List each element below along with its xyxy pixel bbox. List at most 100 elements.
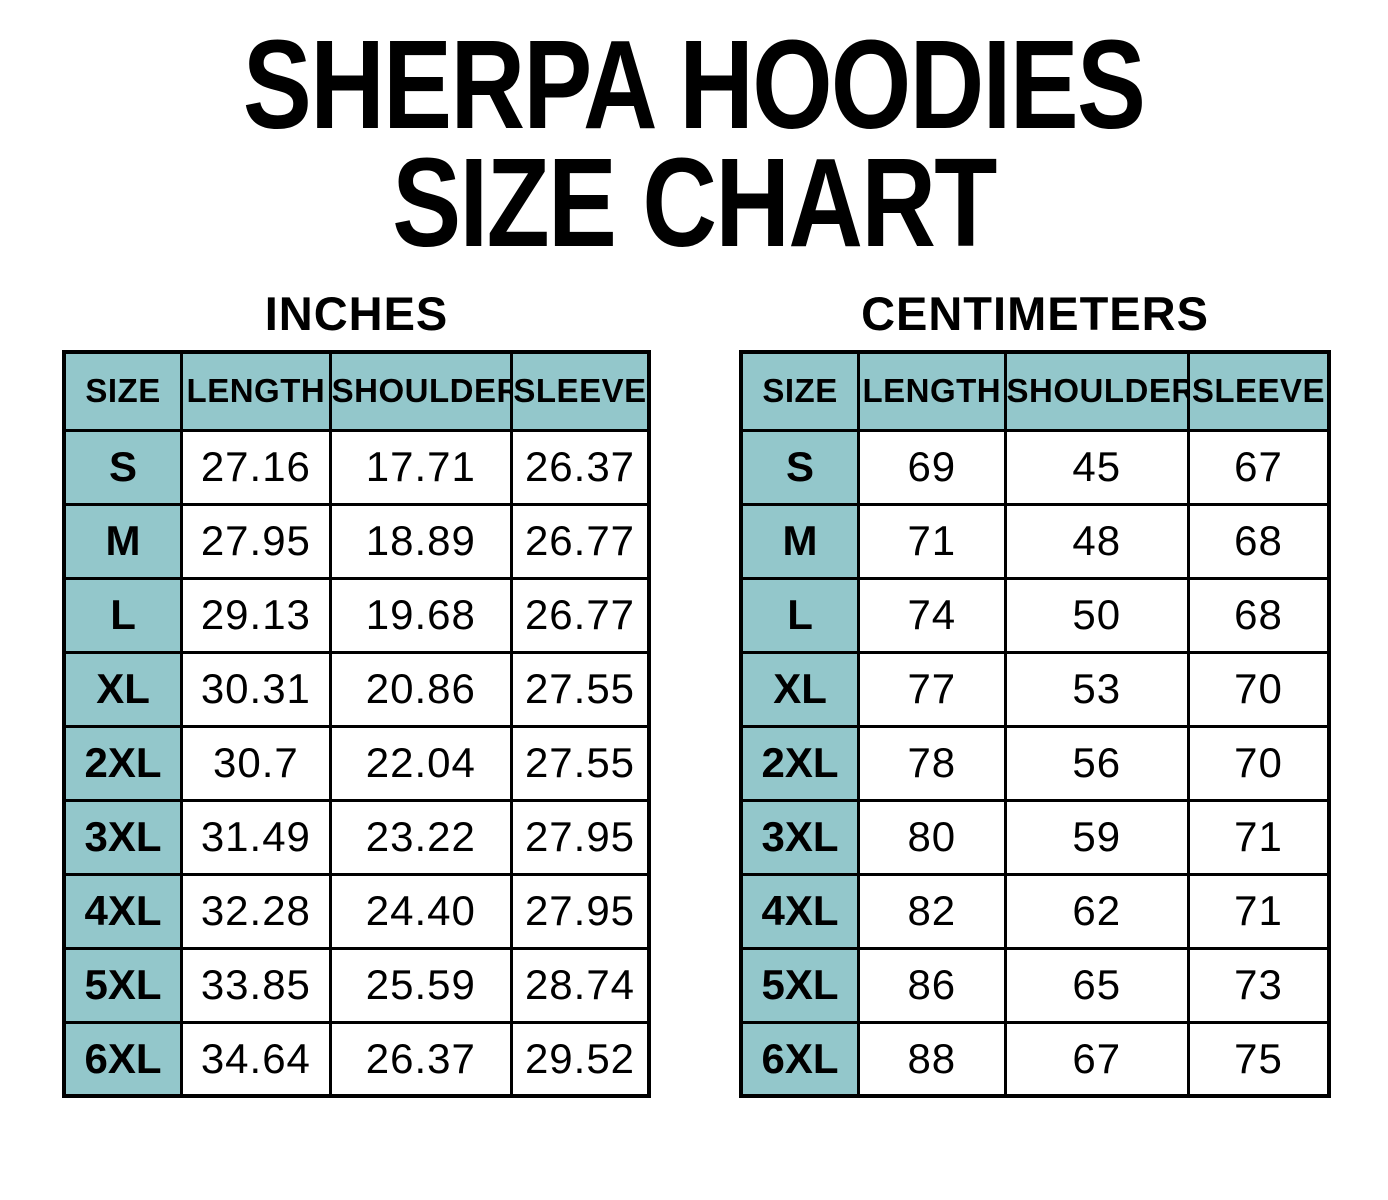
measurement-cell: 26.77 xyxy=(510,576,651,654)
column-header-size: SIZE xyxy=(62,350,184,432)
size-cell: 4XL xyxy=(62,872,184,950)
centimeters-size-table: SIZE LENGTH SHOULDER SLEEVE S 69 45 67 M 71 48 68 L… xyxy=(739,350,1331,1098)
measurement-cell: 62 xyxy=(1003,872,1190,950)
size-cell: 5XL xyxy=(739,946,861,1024)
measurement-cell: 27.55 xyxy=(510,650,651,728)
measurement-cell: 31.49 xyxy=(180,798,332,876)
measurement-cell: 68 xyxy=(1186,502,1331,580)
measurement-cell: 67 xyxy=(1186,428,1331,506)
measurement-cell: 34.64 xyxy=(180,1020,332,1098)
table-row: 4XL 32.28 24.40 27.95 xyxy=(62,872,651,950)
measurement-cell: 18.89 xyxy=(328,502,514,580)
measurement-cell: 26.37 xyxy=(510,428,651,506)
column-header-length: LENGTH xyxy=(857,350,1007,432)
size-cell: 2XL xyxy=(739,724,861,802)
measurement-cell: 78 xyxy=(857,724,1007,802)
table-row: 4XL 82 62 71 xyxy=(739,872,1331,950)
measurement-cell: 86 xyxy=(857,946,1007,1024)
size-cell: L xyxy=(739,576,861,654)
measurement-cell: 69 xyxy=(857,428,1007,506)
measurement-cell: 22.04 xyxy=(328,724,514,802)
measurement-cell: 19.68 xyxy=(328,576,514,654)
measurement-cell: 70 xyxy=(1186,650,1331,728)
table-row: 5XL 86 65 73 xyxy=(739,946,1331,1024)
column-header-sleeve: SLEEVE xyxy=(510,350,651,432)
measurement-cell: 53 xyxy=(1003,650,1190,728)
measurement-cell: 71 xyxy=(857,502,1007,580)
table-row: 6XL 34.64 26.37 29.52 xyxy=(62,1020,651,1098)
header-row: SIZE LENGTH SHOULDER SLEEVE xyxy=(739,350,1331,432)
table-row: M 27.95 18.89 26.77 xyxy=(62,502,651,580)
table-row: XL 77 53 70 xyxy=(739,650,1331,728)
measurement-cell: 30.7 xyxy=(180,724,332,802)
table-row: L 29.13 19.68 26.77 xyxy=(62,576,651,654)
size-cell: 2XL xyxy=(62,724,184,802)
inches-size-table: SIZE LENGTH SHOULDER SLEEVE S 27.16 17.71 26.3… xyxy=(62,350,651,1098)
measurement-cell: 45 xyxy=(1003,428,1190,506)
measurement-cell: 68 xyxy=(1186,576,1331,654)
table-row: 5XL 33.85 25.59 28.74 xyxy=(62,946,651,1024)
inches-table-section: INCHES SIZE LENGTH SHOULDER SLEEVE S 27.16 17… xyxy=(62,288,651,1098)
table-row: 2XL 78 56 70 xyxy=(739,724,1331,802)
size-cell: 3XL xyxy=(739,798,861,876)
measurement-cell: 27.95 xyxy=(510,798,651,876)
measurement-cell: 27.16 xyxy=(180,428,332,506)
size-cell: 6XL xyxy=(739,1020,861,1098)
measurement-cell: 25.59 xyxy=(328,946,514,1024)
measurement-cell: 50 xyxy=(1003,576,1190,654)
measurement-cell: 74 xyxy=(857,576,1007,654)
measurement-cell: 33.85 xyxy=(180,946,332,1024)
measurement-cell: 30.31 xyxy=(180,650,332,728)
measurement-cell: 88 xyxy=(857,1020,1007,1098)
page-title: SHERPA HOODIES SIZE CHART xyxy=(0,14,1388,273)
measurement-cell: 17.71 xyxy=(328,428,514,506)
measurement-cell: 80 xyxy=(857,798,1007,876)
measurement-cell: 67 xyxy=(1003,1020,1190,1098)
centimeters-heading: CENTIMETERS xyxy=(861,287,1209,340)
header-row: SIZE LENGTH SHOULDER SLEEVE xyxy=(62,350,651,432)
size-cell: S xyxy=(739,428,861,506)
column-header-sleeve: SLEEVE xyxy=(1186,350,1331,432)
size-cell: M xyxy=(739,502,861,580)
measurement-cell: 27.95 xyxy=(510,872,651,950)
size-cell: M xyxy=(62,502,184,580)
size-cell: 3XL xyxy=(62,798,184,876)
measurement-cell: 26.37 xyxy=(328,1020,514,1098)
size-cell: L xyxy=(62,576,184,654)
table-row: 3XL 31.49 23.22 27.95 xyxy=(62,798,651,876)
size-cell: 5XL xyxy=(62,946,184,1024)
measurement-cell: 71 xyxy=(1186,872,1331,950)
measurement-cell: 27.95 xyxy=(180,502,332,580)
size-cell: S xyxy=(62,428,184,506)
measurement-cell: 23.22 xyxy=(328,798,514,876)
measurement-cell: 48 xyxy=(1003,502,1190,580)
measurement-cell: 24.40 xyxy=(328,872,514,950)
measurement-cell: 75 xyxy=(1186,1020,1331,1098)
measurement-cell: 27.55 xyxy=(510,724,651,802)
size-cell: XL xyxy=(739,650,861,728)
page-title-line-1: SHERPA HOODIES xyxy=(243,14,1146,155)
column-header-shoulder: SHOULDER xyxy=(1003,350,1190,432)
measurement-cell: 29.13 xyxy=(180,576,332,654)
measurement-cell: 73 xyxy=(1186,946,1331,1024)
measurement-cell: 59 xyxy=(1003,798,1190,876)
measurement-cell: 70 xyxy=(1186,724,1331,802)
measurement-cell: 82 xyxy=(857,872,1007,950)
inches-heading: INCHES xyxy=(264,287,449,340)
measurement-cell: 28.74 xyxy=(510,946,651,1024)
measurement-cell: 20.86 xyxy=(328,650,514,728)
measurement-cell: 77 xyxy=(857,650,1007,728)
column-header-length: LENGTH xyxy=(180,350,332,432)
column-header-shoulder: SHOULDER xyxy=(328,350,514,432)
measurement-cell: 32.28 xyxy=(180,872,332,950)
page-title-line-2: SIZE CHART xyxy=(392,132,997,273)
table-row: M 71 48 68 xyxy=(739,502,1331,580)
column-header-size: SIZE xyxy=(739,350,861,432)
centimeters-table-section: CENTIMETERS SIZE LENGTH SHOULDER SLEEVE S 69… xyxy=(739,288,1331,1098)
size-cell: 6XL xyxy=(62,1020,184,1098)
measurement-cell: 56 xyxy=(1003,724,1190,802)
table-row: 6XL 88 67 75 xyxy=(739,1020,1331,1098)
size-cell: XL xyxy=(62,650,184,728)
table-row: 3XL 80 59 71 xyxy=(739,798,1331,876)
measurement-cell: 29.52 xyxy=(510,1020,651,1098)
